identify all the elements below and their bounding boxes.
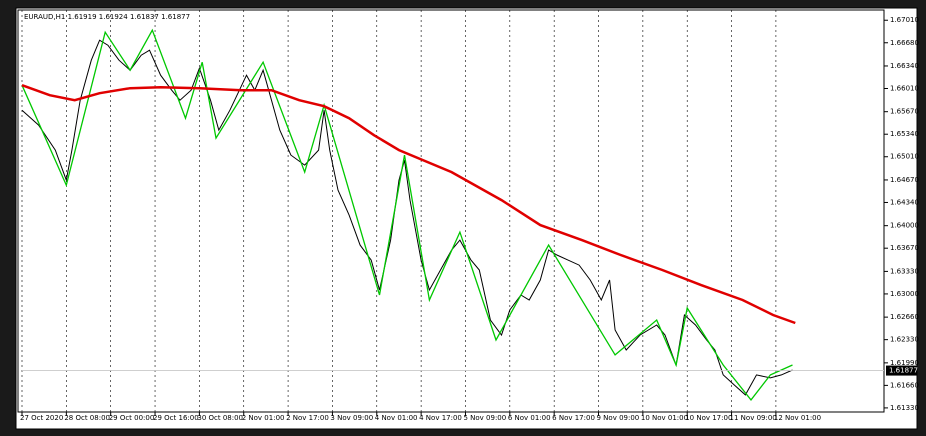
y-tick-label: 1.61660 <box>890 381 919 389</box>
x-tick-label: 3 Nov 09:00 <box>330 414 373 422</box>
y-tick-label: 1.62660 <box>890 313 919 321</box>
y-tick-label: 1.63670 <box>890 244 919 252</box>
x-tick-label: 5 Nov 09:00 <box>463 414 506 422</box>
x-tick-label: 4 Nov 01:00 <box>375 414 418 422</box>
y-tick-label: 1.64000 <box>890 222 919 230</box>
x-tick-label: 28 Oct 08:00 <box>64 414 110 422</box>
plot-area <box>17 9 885 413</box>
x-tick-label: 10 Nov 01:00 <box>641 414 688 422</box>
chart-title: EURAUD,H1 1.61919 1.61924 1.61837 1.6187… <box>24 13 190 21</box>
y-tick-label: 1.66010 <box>890 84 919 92</box>
x-tick-label: 2 Nov 17:00 <box>286 414 329 422</box>
y-tick-label: 1.66340 <box>890 62 919 70</box>
y-tick-label: 1.65340 <box>890 130 919 138</box>
x-tick-label: 12 Nov 01:00 <box>774 414 821 422</box>
y-tick-label: 1.66680 <box>890 39 919 47</box>
x-tick-label: 4 Nov 17:00 <box>419 414 462 422</box>
line-series <box>21 39 793 396</box>
y-tick-label: 1.65010 <box>890 153 919 161</box>
x-tick-label: 10 Nov 17:00 <box>685 414 732 422</box>
y-tick-label: 1.63330 <box>890 267 919 275</box>
x-tick-label: 2 Nov 01:00 <box>242 414 285 422</box>
x-tick-label: 6 Nov 17:00 <box>552 414 595 422</box>
y-tick-label: 1.64670 <box>890 176 919 184</box>
x-tick-label: 11 Nov 09:00 <box>730 414 777 422</box>
line-series <box>21 28 793 401</box>
current-price-box <box>886 365 917 376</box>
current-price-label: 1.61877 <box>889 367 918 375</box>
x-tick-label: 6 Nov 01:00 <box>508 414 551 422</box>
x-tick-label: 30 Oct 08:00 <box>197 414 243 422</box>
x-tick-label: 27 Oct 2020 <box>20 414 63 422</box>
y-tick-label: 1.65670 <box>890 108 919 116</box>
x-tick-label: 29 Oct 00:00 <box>109 414 155 422</box>
y-tick-label: 1.61330 <box>890 404 919 412</box>
y-tick-label: 1.64340 <box>890 198 919 206</box>
x-tick-label: 29 Oct 16:00 <box>153 414 199 422</box>
y-tick-label: 1.62330 <box>890 336 919 344</box>
x-tick-label: 9 Nov 09:00 <box>597 414 640 422</box>
y-tick-label: 1.67010 <box>890 16 919 24</box>
y-tick-label: 1.63000 <box>890 290 919 298</box>
line-series <box>21 84 796 325</box>
y-tick-label: 1.61990 <box>890 359 919 367</box>
